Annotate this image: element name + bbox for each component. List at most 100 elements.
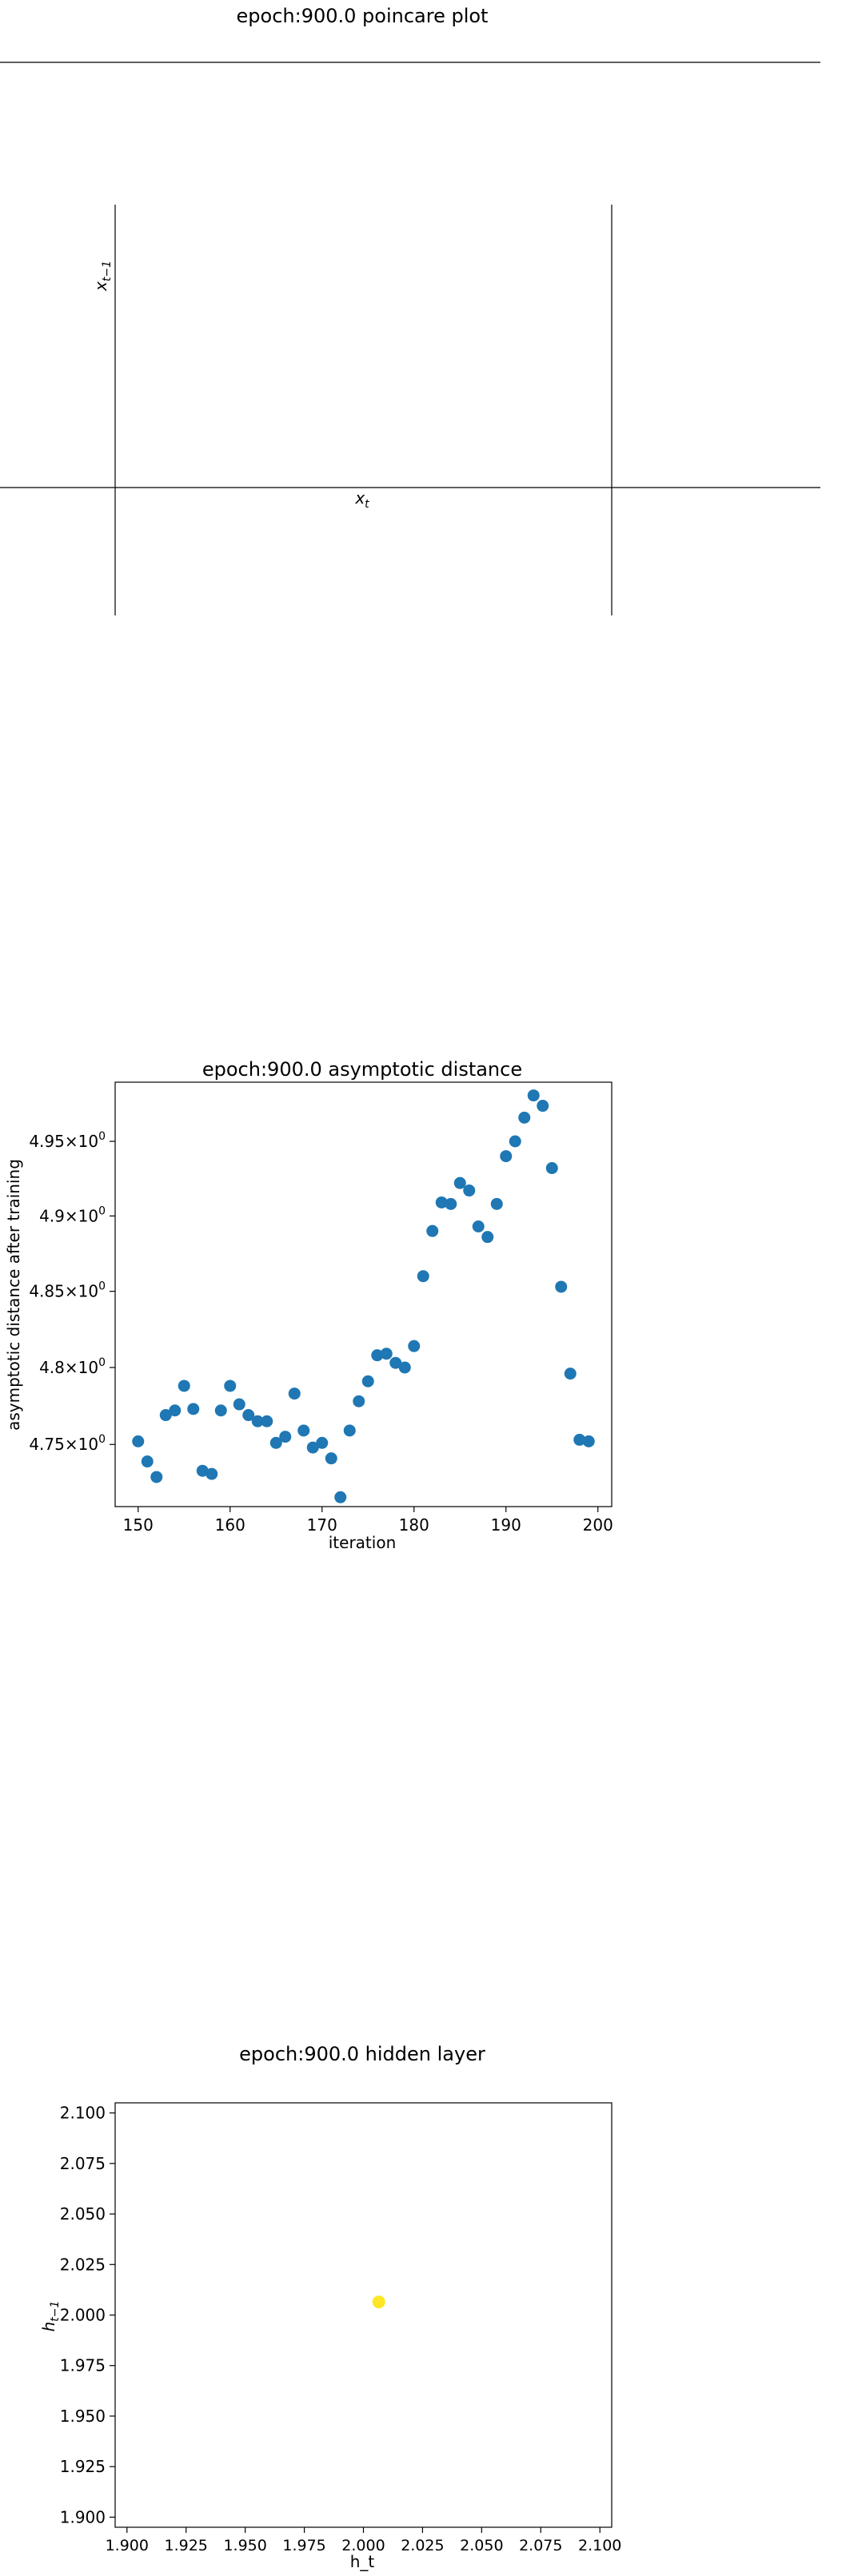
poincare-chart: epoch:900.0 poincare plot xt xt−1	[0, 5, 820, 615]
asymptotic-xticks: 150 160 170 180 190 200	[123, 1507, 613, 1535]
asymptotic-data-point	[509, 1135, 521, 1148]
asymptotic-data-point	[279, 1431, 292, 1443]
asymptotic-data-point	[334, 1491, 347, 1503]
hidden-yticks: 1.900 1.925 1.950 1.975 2.000 2.025 2.050 2.075…	[60, 2104, 115, 2526]
asymptotic-data-point	[398, 1361, 411, 1374]
asymptotic-data-point	[426, 1224, 439, 1237]
hidden-xlabel: h_t	[350, 2552, 375, 2571]
asymptotic-data-point	[214, 1404, 227, 1417]
asymptotic-ytick-label: 4.9×100	[39, 1204, 106, 1225]
poincare-xlabel-sub: t	[365, 498, 369, 511]
hidden-layer-chart: epoch:900.0 hidden layer 1.900 1.925 1.950…	[39, 2043, 621, 2571]
asymptotic-data-point	[564, 1368, 577, 1380]
asymptotic-data-point	[269, 1436, 282, 1449]
asymptotic-xtick-label: 170	[307, 1515, 337, 1535]
poincare-xlabel-base: x	[354, 488, 365, 508]
hidden-xtick-label: 1.900	[106, 2537, 149, 2554]
asymptotic-data-point	[196, 1464, 209, 1477]
asymptotic-data-point	[453, 1177, 466, 1189]
poincare-ylabel-sub: t−1	[101, 261, 114, 281]
asymptotic-data-point	[490, 1197, 503, 1210]
asymptotic-data-point	[380, 1348, 393, 1360]
asymptotic-data-point	[582, 1435, 595, 1447]
poincare-ylabel-base: x	[91, 281, 110, 292]
asymptotic-data-point	[306, 1441, 319, 1454]
asymptotic-data-point	[187, 1403, 200, 1415]
hidden-ytick-label: 1.900	[60, 2507, 106, 2526]
asymptotic-xtick-label: 200	[583, 1515, 613, 1535]
hidden-ytick-label: 1.975	[60, 2356, 106, 2375]
asymptotic-ytick-label: 4.95×100	[29, 1130, 106, 1151]
asymptotic-ytick-label: 4.8×100	[39, 1356, 106, 1377]
asymptotic-data-point	[527, 1089, 540, 1102]
asymptotic-data-point	[178, 1380, 190, 1392]
hidden-ytick-label: 1.950	[60, 2407, 106, 2426]
asymptotic-data-point	[288, 1388, 301, 1400]
asymptotic-data-point	[169, 1404, 182, 1417]
asymptotic-chart: epoch:900.0 asymptotic distance 150 160 17…	[4, 1058, 613, 1552]
asymptotic-data-point	[435, 1196, 448, 1208]
hidden-xtick-label: 2.025	[401, 2537, 444, 2554]
asymptotic-points	[132, 1089, 595, 1503]
asymptotic-xlabel: iteration	[329, 1533, 397, 1552]
hidden-data-point	[372, 2295, 385, 2309]
asymptotic-title: epoch:900.0 asymptotic distance	[202, 1058, 522, 1081]
hidden-xtick-label: 1.925	[165, 2537, 208, 2554]
asymptotic-data-point	[573, 1433, 586, 1446]
asymptotic-data-point	[500, 1150, 513, 1163]
asymptotic-xtick-label: 160	[215, 1515, 245, 1535]
asymptotic-data-point	[408, 1340, 421, 1352]
hidden-xtick-label: 2.050	[460, 2537, 503, 2554]
poincare-title: epoch:900.0 poincare plot	[237, 5, 489, 27]
hidden-xtick-label: 2.075	[519, 2537, 562, 2554]
hidden-plot-frame	[114, 2102, 613, 2528]
hidden-ytick-label: 2.000	[60, 2306, 106, 2325]
hidden-xtick-label: 1.950	[223, 2537, 266, 2554]
asymptotic-data-point	[463, 1184, 476, 1197]
asymptotic-xtick-label: 190	[491, 1515, 521, 1535]
asymptotic-xtick-label: 180	[399, 1515, 429, 1535]
asymptotic-data-point	[389, 1356, 402, 1369]
asymptotic-data-point	[224, 1380, 237, 1392]
hidden-points	[372, 2295, 385, 2309]
hidden-ylabel-base: h	[39, 2322, 58, 2332]
asymptotic-data-point	[141, 1455, 154, 1468]
hidden-xtick-label: 2.100	[578, 2537, 621, 2554]
hidden-ytick-label: 2.050	[60, 2204, 106, 2224]
asymptotic-data-point	[206, 1467, 218, 1480]
asymptotic-data-point	[132, 1435, 145, 1447]
asymptotic-data-point	[537, 1100, 549, 1113]
hidden-xtick-label: 2.000	[341, 2537, 385, 2554]
asymptotic-data-point	[233, 1398, 245, 1411]
asymptotic-data-point	[242, 1409, 255, 1422]
asymptotic-data-point	[417, 1270, 429, 1283]
asymptotic-data-point	[353, 1395, 365, 1407]
hidden-ylabel: ht−1	[39, 2301, 62, 2332]
asymptotic-ytick-label: 4.75×100	[29, 1433, 106, 1454]
asymptotic-data-point	[481, 1231, 494, 1244]
asymptotic-data-point	[150, 1471, 163, 1483]
hidden-ylabel-sub: t−1	[49, 2301, 62, 2322]
asymptotic-ylabel: asymptotic distance after training	[4, 1159, 23, 1431]
asymptotic-data-point	[316, 1436, 329, 1449]
hidden-xticks: 1.900 1.925 1.950 1.975 2.000 2.025 2.050 2.075…	[106, 2527, 621, 2554]
poincare-ylabel: xt−1	[91, 261, 114, 292]
hidden-ytick-label: 1.925	[60, 2457, 106, 2476]
asymptotic-data-point	[555, 1280, 568, 1293]
asymptotic-data-point	[518, 1111, 531, 1124]
asymptotic-data-point	[251, 1415, 264, 1427]
hidden-ytick-label: 2.100	[60, 2104, 106, 2123]
asymptotic-xtick-label: 150	[123, 1515, 154, 1535]
asymptotic-plot-frame	[114, 1081, 613, 1507]
asymptotic-data-point	[472, 1220, 485, 1233]
asymptotic-data-point	[261, 1415, 273, 1427]
asymptotic-ytick-label: 4.85×100	[29, 1280, 106, 1301]
poincare-xlabel: xt	[354, 488, 369, 511]
asymptotic-data-point	[343, 1424, 356, 1437]
asymptotic-data-point	[445, 1197, 457, 1210]
asymptotic-data-point	[297, 1424, 310, 1437]
hidden-ytick-label: 2.025	[60, 2255, 106, 2274]
hidden-ytick-label: 2.075	[60, 2154, 106, 2173]
asymptotic-data-point	[325, 1452, 337, 1465]
